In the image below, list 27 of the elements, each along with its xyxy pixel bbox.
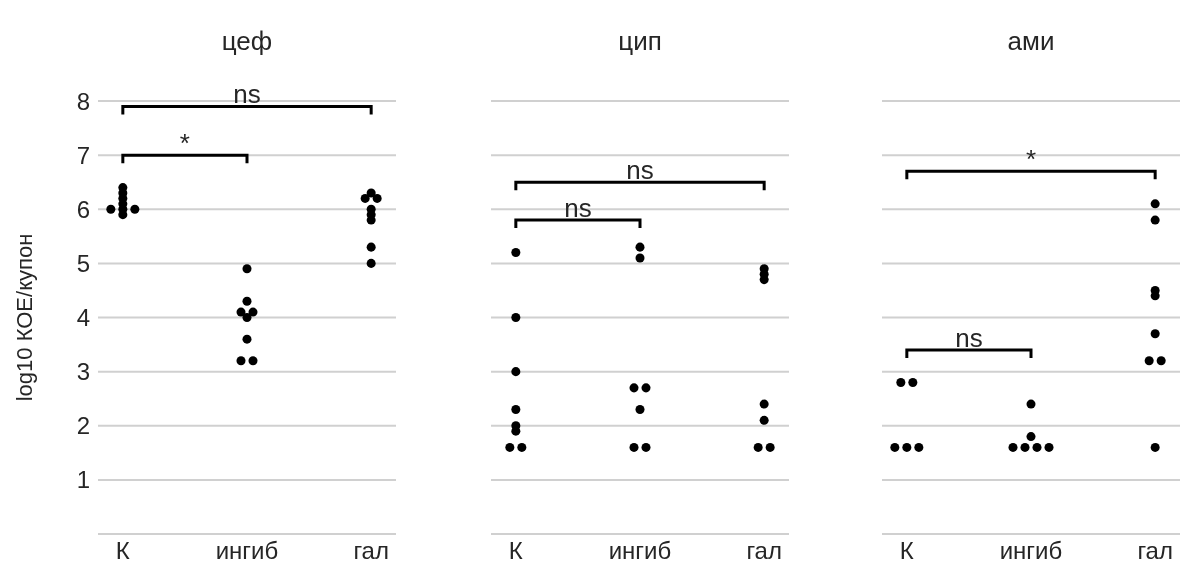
chart-title: ами xyxy=(1006,26,1056,57)
y-tick-label: 6 xyxy=(76,195,90,223)
x-tick-label: гал xyxy=(1137,537,1173,565)
annotation: ns xyxy=(955,322,983,353)
annotation: ns xyxy=(233,79,261,110)
y-tick-label: 8 xyxy=(76,87,90,115)
annotation: ns xyxy=(564,193,592,224)
annotation: * xyxy=(179,128,190,159)
y-tick-label: 1 xyxy=(76,466,90,494)
chart-title: цип xyxy=(617,26,663,57)
x-tick-label: гал xyxy=(353,537,389,565)
x-tick-label: ингиб xyxy=(608,537,672,565)
annotation: * xyxy=(1025,144,1037,175)
y-tick-label: 4 xyxy=(76,304,90,332)
chart-title: цеф xyxy=(220,26,274,57)
x-tick-label: гал xyxy=(746,537,782,565)
x-tick-label: К xyxy=(115,537,130,565)
x-tick-label: К xyxy=(899,537,914,565)
y-tick-label: 7 xyxy=(76,141,90,169)
annotation: ns xyxy=(626,155,654,186)
x-tick-label: К xyxy=(508,537,523,565)
y-tick-label: 3 xyxy=(76,358,90,386)
y-axis-title: log10 КОЕ/купон xyxy=(11,233,37,402)
y-tick-label: 5 xyxy=(76,249,90,277)
x-tick-label: ингиб xyxy=(999,537,1063,565)
y-tick-label: 2 xyxy=(76,412,90,440)
x-tick-label: ингиб xyxy=(215,537,279,565)
